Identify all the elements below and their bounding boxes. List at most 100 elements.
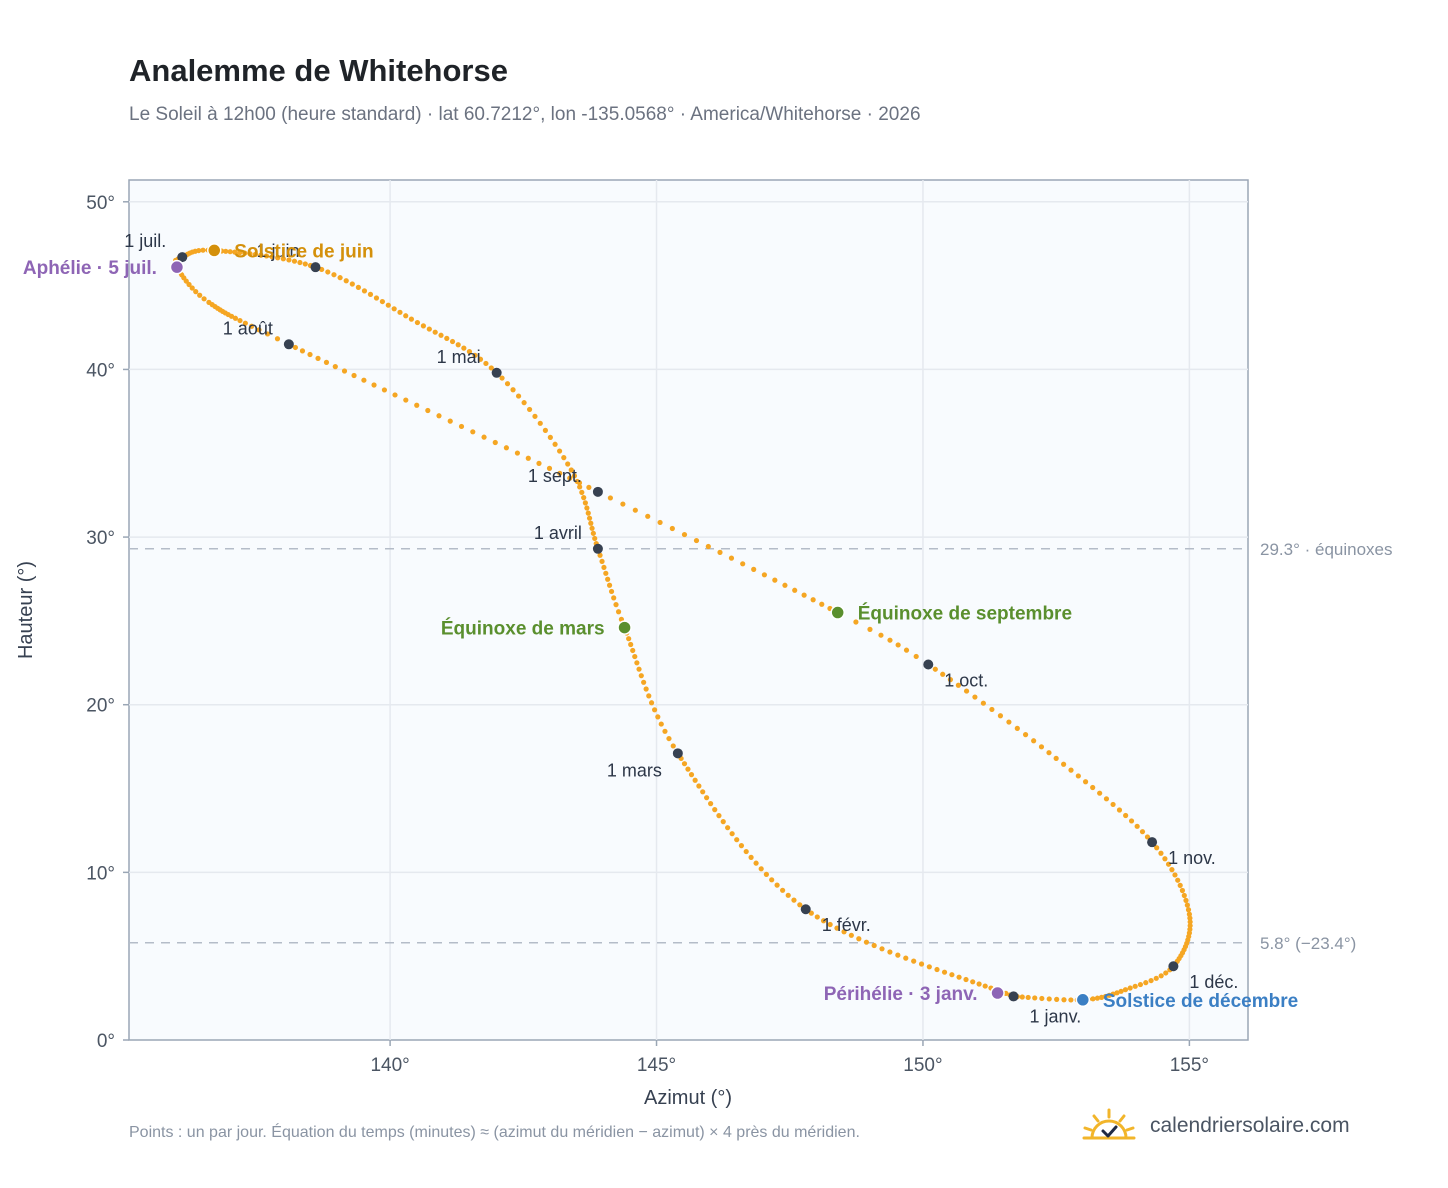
daily-sun-point — [420, 323, 426, 329]
daily-sun-point — [763, 871, 769, 877]
event-marker — [207, 243, 222, 258]
daily-sun-point — [201, 296, 207, 302]
daily-sun-point — [315, 355, 321, 361]
daily-sun-point — [669, 525, 675, 532]
daily-sun-point — [447, 418, 453, 424]
daily-sun-point — [878, 632, 884, 638]
daily-sun-point — [651, 707, 658, 713]
daily-sun-point — [1061, 761, 1067, 767]
daily-sun-point — [918, 961, 925, 967]
daily-sun-point — [1143, 980, 1149, 986]
daily-sun-point — [932, 666, 938, 672]
month-label: 1 janv. — [1030, 1006, 1082, 1026]
daily-sun-point — [753, 860, 759, 866]
daily-sun-point — [780, 887, 786, 893]
daily-sun-point — [720, 819, 726, 825]
daily-sun-point — [567, 475, 573, 481]
daily-sun-point — [615, 609, 622, 615]
daily-sun-point — [863, 939, 870, 945]
daily-sun-point — [1127, 985, 1133, 991]
daily-sun-point — [848, 932, 854, 938]
daily-sun-point — [611, 595, 617, 601]
daily-sun-point — [681, 761, 688, 767]
daily-sun-point — [708, 801, 714, 807]
daily-sun-point — [1186, 911, 1192, 917]
daily-sun-point — [1184, 902, 1190, 908]
daily-sun-point — [589, 525, 595, 531]
daily-sun-point — [926, 964, 932, 970]
daily-sun-point — [808, 910, 814, 916]
sun-check-icon — [1082, 1108, 1136, 1140]
daily-sun-point — [223, 248, 229, 254]
daily-sun-point — [1046, 750, 1052, 756]
daily-sun-point — [247, 251, 253, 257]
y-tick-label: 50° — [86, 193, 115, 214]
daily-sun-point — [913, 653, 919, 660]
daily-sun-point — [1183, 897, 1189, 903]
month-label: 1 mai — [437, 347, 481, 367]
daily-sun-point — [426, 326, 432, 332]
daily-sun-point — [568, 467, 574, 473]
daily-sun-point — [492, 439, 498, 446]
daily-sun-point — [700, 789, 706, 795]
brand-name[interactable]: calendriersolaire.com — [1150, 1114, 1350, 1137]
daily-sun-point — [1068, 997, 1074, 1003]
daily-sun-point — [947, 677, 954, 683]
daily-sun-point — [903, 955, 909, 961]
daily-sun-point — [1179, 887, 1185, 894]
daily-sun-point — [242, 320, 248, 326]
daily-sun-point — [193, 289, 199, 295]
daily-sun-point — [189, 285, 195, 291]
brand[interactable]: calendriersolaire.com — [1082, 1106, 1350, 1146]
daily-sun-point — [461, 345, 467, 351]
daily-sun-point — [772, 577, 778, 583]
daily-sun-point — [597, 552, 603, 558]
daily-sun-point — [712, 807, 718, 813]
daily-sun-point — [1039, 995, 1045, 1002]
daily-sun-point — [748, 854, 754, 860]
daily-sun-point — [232, 315, 239, 321]
daily-sun-point — [537, 420, 543, 426]
daily-sun-point — [940, 671, 946, 677]
x-tick-label: 150° — [903, 1055, 942, 1076]
daily-sun-point — [761, 572, 768, 578]
daily-sun-point — [299, 348, 306, 354]
daily-sun-point — [542, 427, 548, 433]
daily-sun-point — [645, 513, 651, 519]
y-tick-label: 10° — [86, 863, 115, 884]
daily-sun-point — [630, 647, 636, 654]
month-marker — [1008, 991, 1019, 1002]
month-marker — [283, 339, 294, 350]
daily-sun-point — [258, 252, 264, 258]
daily-sun-point — [286, 257, 292, 263]
daily-sun-point — [556, 448, 563, 454]
daily-sun-point — [385, 302, 391, 308]
daily-sun-point — [197, 292, 203, 298]
daily-sun-point — [186, 281, 192, 288]
daily-sun-point — [1110, 801, 1116, 808]
daily-sun-point — [941, 969, 948, 975]
daily-sun-point — [785, 892, 791, 898]
daily-sun-point — [565, 461, 571, 467]
daily-sun-point — [646, 693, 652, 699]
event-label: Aphélie · 5 juil. — [23, 258, 157, 279]
daily-sun-point — [252, 251, 258, 257]
daily-sun-point — [455, 342, 461, 348]
daily-sun-point — [1139, 829, 1146, 835]
daily-sun-point — [716, 813, 722, 819]
reference-lines: 29.3° · équinoxes 5.8° (−23.4°) — [129, 540, 1393, 953]
daily-sun-point — [438, 332, 444, 338]
y-tick-label: 0° — [97, 1031, 115, 1052]
daily-sun-point — [628, 641, 634, 648]
daily-sun-point — [1061, 997, 1067, 1003]
daily-sun-point — [791, 897, 797, 903]
daily-sun-point — [1137, 981, 1144, 988]
daily-sun-point — [814, 914, 820, 920]
daily-sun-point — [343, 278, 349, 284]
daily-sun-point — [337, 275, 343, 281]
daily-sun-point — [1153, 975, 1159, 981]
daily-sun-point — [827, 921, 833, 928]
daily-sun-point — [488, 365, 494, 371]
daily-sun-point — [297, 259, 303, 266]
event-marker — [830, 605, 845, 620]
